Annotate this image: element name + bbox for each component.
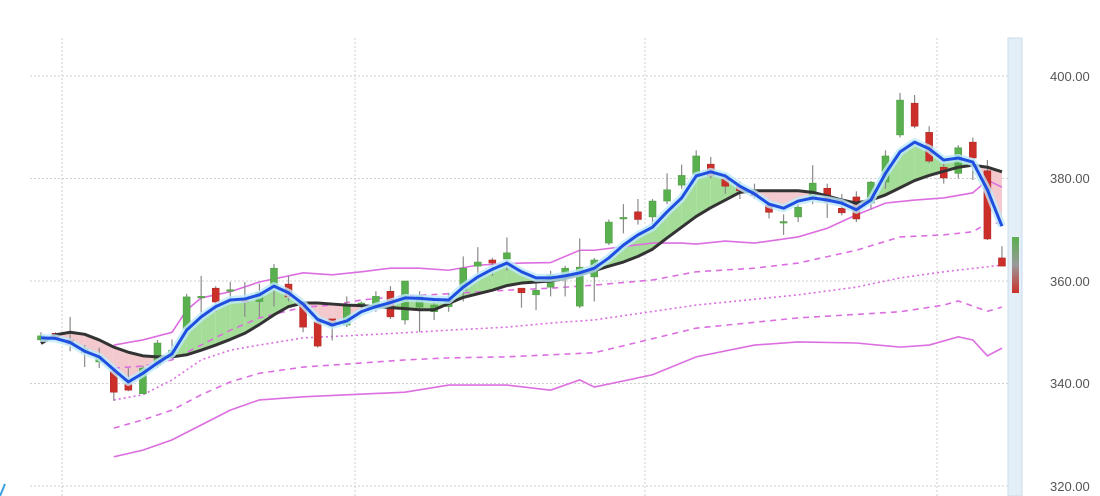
candle-body-up xyxy=(575,266,584,307)
candle-body-down xyxy=(969,141,977,159)
band-line-dashed xyxy=(113,300,1003,429)
fast-moving-average-line xyxy=(40,140,1004,384)
candle-body-down xyxy=(488,259,497,264)
price-scrollbar[interactable] xyxy=(1007,37,1023,496)
candle-body-up xyxy=(896,99,904,136)
band-line-solid xyxy=(113,179,1003,346)
candle-body-up xyxy=(794,206,802,218)
candle-body-up xyxy=(139,367,147,394)
price-range-marker xyxy=(1012,237,1019,293)
candle-body-up xyxy=(779,221,788,224)
candle-body-down xyxy=(211,287,220,303)
y-tick-label: 320.00 xyxy=(1050,479,1090,494)
bullish-fill-segment xyxy=(230,298,245,340)
bullish-fill-segment xyxy=(215,299,231,346)
candle-body-down xyxy=(313,321,322,347)
bullish-fill-segment xyxy=(696,171,711,217)
candle-body-up xyxy=(605,221,613,244)
candle-body-down xyxy=(838,207,846,214)
candle-body-down xyxy=(634,211,642,220)
y-axis: 320.00 340.00 360.00 380.00 400.00 xyxy=(1050,69,1090,494)
band-line-solid xyxy=(113,336,1003,458)
candle-body-down xyxy=(517,287,526,294)
bullish-fill-segment xyxy=(667,197,682,238)
candle-body-up xyxy=(677,175,686,186)
y-tick-label: 360.00 xyxy=(1050,274,1090,289)
candle-body-up xyxy=(648,200,657,218)
candle-body-up xyxy=(663,189,671,202)
bullish-fill-segment xyxy=(244,294,260,334)
candle-body-up xyxy=(619,217,628,220)
y-tick-label: 380.00 xyxy=(1050,171,1090,186)
candle-body-up xyxy=(503,252,511,260)
bearish-fill-segment xyxy=(113,347,129,382)
bullish-fill-segment xyxy=(681,175,697,228)
envelope-bands xyxy=(113,179,1003,458)
candle-body-down xyxy=(910,102,919,127)
ma-cross-fill xyxy=(41,142,1002,382)
candle-body-up xyxy=(226,289,235,292)
candle-body-up xyxy=(197,296,205,299)
candle-body-up xyxy=(474,261,482,267)
bullish-fill-segment xyxy=(186,316,202,355)
candle-body-up xyxy=(532,289,540,296)
y-tick-label: 400.00 xyxy=(1050,69,1090,84)
y-tick-label: 340.00 xyxy=(1050,376,1090,391)
candle-body-down xyxy=(998,257,1006,267)
moving-average-lines xyxy=(40,138,1006,386)
corner-marker xyxy=(0,483,6,496)
